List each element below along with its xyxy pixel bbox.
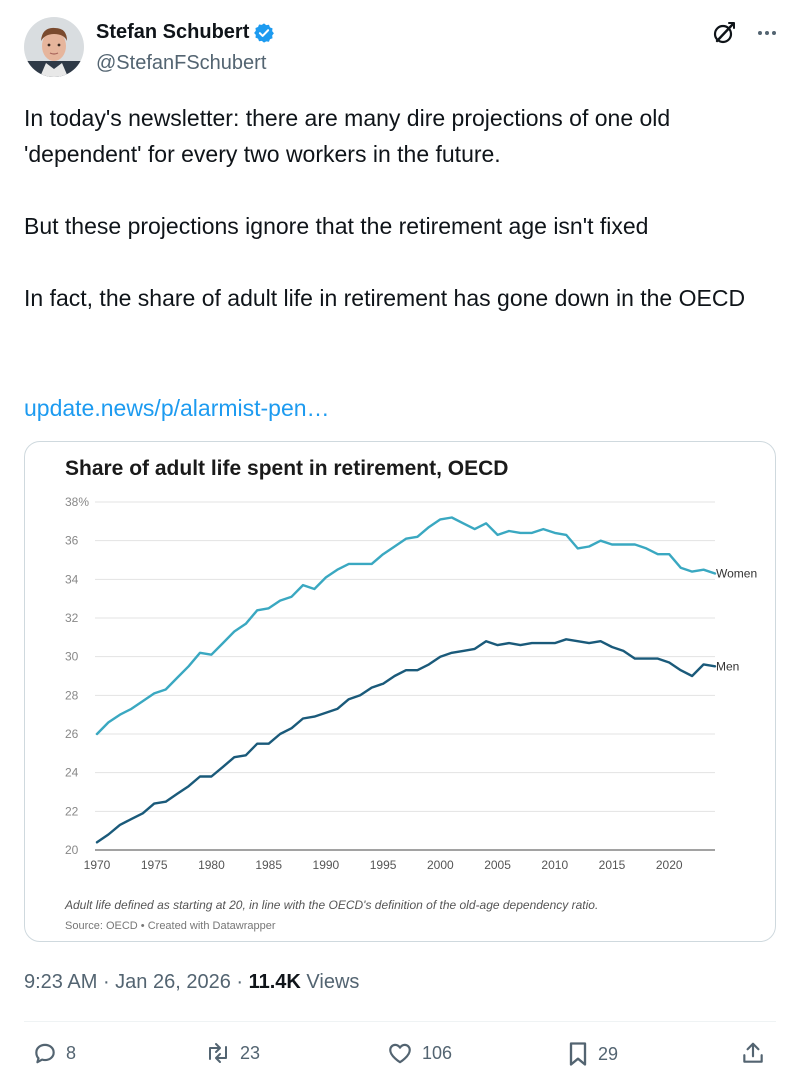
share-icon xyxy=(743,1042,763,1063)
y-tick-label: 20 xyxy=(65,843,79,857)
x-tick-label: 1975 xyxy=(141,858,168,872)
meta-separator: · xyxy=(97,971,116,993)
meta-separator: · xyxy=(230,971,249,993)
series-label-women: Women xyxy=(716,567,757,581)
author-handle[interactable]: @StefanFSchubert xyxy=(96,52,267,74)
chart: Share of adult life spent in retirement,… xyxy=(64,457,757,932)
tweet-text: In today's newsletter: there are many di… xyxy=(24,105,746,311)
bookmark-count: 29 xyxy=(598,1043,619,1064)
series-line-women xyxy=(95,516,717,736)
series-label-men: Men xyxy=(716,659,739,673)
share-button[interactable] xyxy=(740,1040,766,1066)
views-count: 11.4K xyxy=(248,971,301,993)
y-tick-label: 28 xyxy=(65,688,79,702)
grok-icon[interactable] xyxy=(711,20,737,46)
like-count: 106 xyxy=(422,1042,453,1063)
heart-icon xyxy=(389,1043,411,1064)
x-tick-label: 2010 xyxy=(541,858,568,872)
x-tick-label: 1995 xyxy=(370,858,397,872)
more-options-icon[interactable] xyxy=(755,21,779,45)
x-tick-label: 1985 xyxy=(255,858,282,872)
x-tick-label: 2015 xyxy=(599,858,626,872)
y-tick-label: 22 xyxy=(65,804,79,818)
verified-badge-icon xyxy=(254,22,275,43)
tweet-link[interactable]: update.news/p/alarmist-pen… xyxy=(24,395,330,421)
y-tick-label: 30 xyxy=(65,650,79,664)
x-tick-label: 2000 xyxy=(427,858,454,872)
reply-button[interactable]: 8 xyxy=(32,1040,76,1066)
chart-source: Source: OECD • Created with Datawrapper xyxy=(65,920,276,932)
divider xyxy=(24,1021,776,1022)
chart-note: Adult life defined as starting at 20, in… xyxy=(64,898,598,912)
chart-card[interactable]: Share of adult life spent in retirement,… xyxy=(24,441,776,942)
repost-icon xyxy=(209,1043,227,1063)
action-bar: 8 23 106 29 xyxy=(24,1040,776,1076)
x-tick-label: 2020 xyxy=(656,858,683,872)
tweet-date[interactable]: Jan 26, 2026 xyxy=(115,971,231,993)
avatar[interactable] xyxy=(24,17,84,77)
y-tick-label: 32 xyxy=(65,611,79,625)
y-tick-label: 38% xyxy=(65,495,89,509)
x-tick-label: 1990 xyxy=(313,858,340,872)
x-tick-label: 1980 xyxy=(198,858,225,872)
author-name-row[interactable]: Stefan Schubert xyxy=(96,21,275,44)
reply-icon xyxy=(35,1043,55,1064)
tweet-meta: 9:23 AM · Jan 26, 2026 · 11.4K Views xyxy=(24,971,359,994)
y-tick-label: 26 xyxy=(65,727,79,741)
repost-count: 23 xyxy=(240,1042,261,1063)
like-button[interactable]: 106 xyxy=(386,1040,452,1066)
repost-button[interactable]: 23 xyxy=(204,1040,260,1066)
reply-count: 8 xyxy=(66,1042,77,1063)
chart-title: Share of adult life spent in retirement,… xyxy=(65,457,508,480)
tweet-time[interactable]: 9:23 AM xyxy=(24,971,98,993)
series-line-men xyxy=(95,638,717,844)
views-label: Views xyxy=(300,971,360,993)
x-tick-label: 2005 xyxy=(484,858,511,872)
bookmark-icon xyxy=(569,1042,587,1066)
y-tick-label: 36 xyxy=(65,534,79,548)
author-name[interactable]: Stefan Schubert xyxy=(96,21,250,43)
y-tick-label: 24 xyxy=(65,766,79,780)
y-tick-label: 34 xyxy=(65,572,79,586)
x-tick-label: 1970 xyxy=(84,858,111,872)
bookmark-button[interactable]: 29 xyxy=(566,1040,618,1068)
